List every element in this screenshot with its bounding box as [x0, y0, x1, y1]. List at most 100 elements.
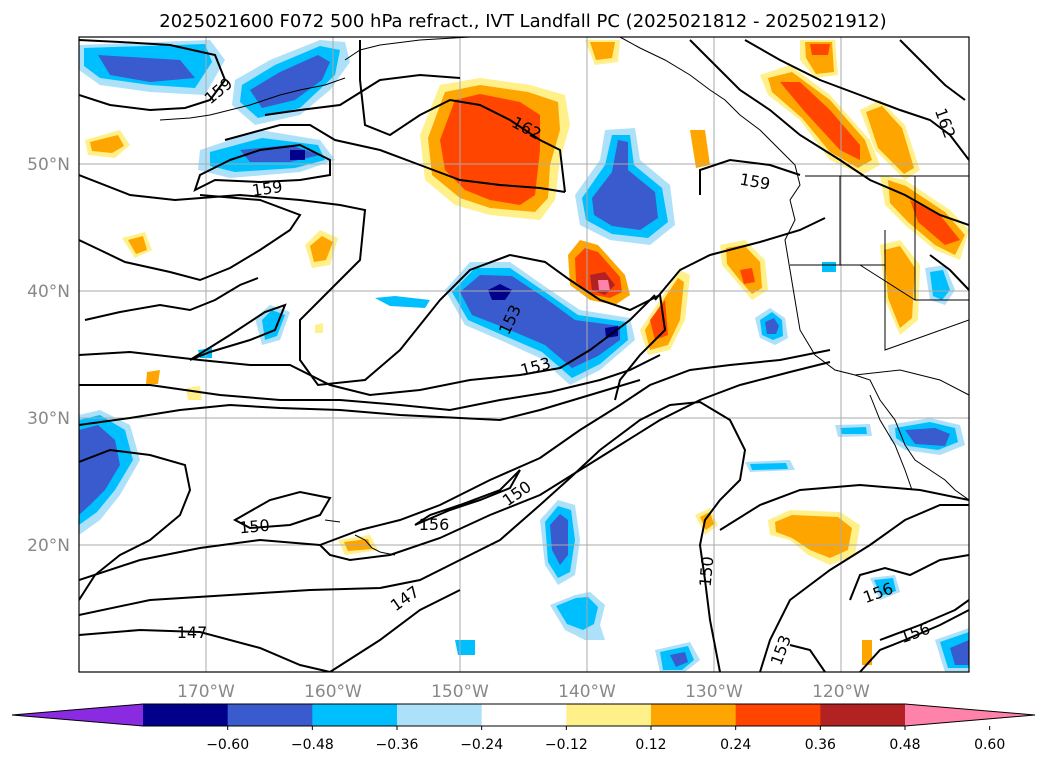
- colorbar-swatch: [227, 704, 313, 726]
- contour-line: [849, 554, 969, 601]
- contour-line: [84, 277, 259, 321]
- anomaly-patch-positive: [146, 370, 160, 384]
- anomaly-patch-positive: [700, 512, 714, 530]
- coastline-hawaii: [324, 519, 396, 556]
- anomaly-patch-positive: [775, 515, 852, 558]
- contour-line: [79, 354, 661, 412]
- lon-label: 150°W: [431, 682, 489, 702]
- border-states: [790, 176, 969, 351]
- anomaly-patch-negative: [290, 150, 305, 160]
- anomaly-patch-positive: [862, 640, 872, 665]
- anomaly-fields: [79, 40, 969, 672]
- anomaly-patch-positive: [186, 386, 202, 400]
- anomaly-patch-negative: [750, 463, 788, 470]
- contour-line: [759, 504, 969, 672]
- anomaly-patch-negative: [874, 578, 896, 596]
- colorbar-tick-label: 0.60: [974, 737, 1005, 753]
- contour-line: [719, 483, 969, 531]
- anomaly-patch-negative: [905, 428, 950, 446]
- map-area: 159 159 162 159 162 153 153 150 156 150 …: [79, 37, 969, 672]
- lon-labels: 170°W 160°W 150°W 140°W 130°W 120°W: [177, 682, 870, 702]
- lon-label: 140°W: [558, 682, 616, 702]
- anomaly-patch-positive: [598, 280, 610, 290]
- lat-label: 50°N: [27, 155, 70, 175]
- border-us-mexico: [854, 369, 969, 396]
- anomaly-patch-positive: [310, 236, 333, 262]
- contour-line: [929, 254, 969, 291]
- refractivity-contours: [79, 39, 969, 672]
- colorbar-tick-label: 0.36: [805, 737, 836, 753]
- anomaly-patch-positive: [90, 135, 124, 153]
- lat-label: 20°N: [27, 536, 70, 556]
- contour-line: [319, 349, 831, 546]
- anomaly-patch-positive: [315, 323, 323, 333]
- anomaly-patch-negative: [79, 425, 120, 515]
- contour-line: [79, 379, 641, 426]
- lon-label: 130°W: [685, 682, 743, 702]
- contour-line: [359, 40, 566, 193]
- colorbar-tick-label: 0.12: [635, 737, 666, 753]
- colorbar-swatch: [312, 704, 398, 726]
- colorbar-tick-label: 0.48: [889, 737, 920, 753]
- colorbar-swatch: [481, 704, 567, 726]
- anomaly-patch-positive: [650, 300, 668, 340]
- contour-line: [414, 469, 521, 526]
- contour-label: 147: [177, 623, 208, 642]
- anomaly-patch-positive: [740, 268, 755, 284]
- anomaly-patch-negative: [250, 55, 330, 108]
- colorbar-tick-label: −0.48: [291, 737, 334, 753]
- colorbar-tick-label: −0.12: [545, 737, 588, 753]
- map-frame: [78, 36, 970, 673]
- contour-line: [899, 39, 966, 101]
- anomaly-patch-positive: [690, 130, 710, 168]
- anomaly-patch-positive: [440, 94, 540, 205]
- contour-line: [79, 448, 192, 601]
- anomaly-patch-positive: [884, 246, 915, 328]
- anomaly-patch-positive: [866, 106, 914, 174]
- lat-label: 30°N: [27, 409, 70, 429]
- colorbar-swatch: [143, 704, 229, 726]
- contour-line: [699, 158, 801, 195]
- contour-line: [319, 361, 831, 562]
- anomaly-patch-positive: [128, 236, 147, 254]
- contour-line: [189, 303, 287, 361]
- lon-label: 120°W: [812, 682, 870, 702]
- anomaly-patch-negative: [98, 55, 195, 82]
- contour-line: [654, 217, 826, 301]
- anomaly-patch-negative: [455, 640, 475, 655]
- colorbar-tick-label: −0.36: [376, 737, 419, 753]
- anomaly-patch-negative: [605, 326, 618, 338]
- anomaly-patch-negative: [375, 296, 430, 308]
- anomaly-patch-negative: [488, 284, 512, 300]
- colorbar-extend-low: [12, 704, 143, 726]
- lon-label: 170°W: [177, 682, 235, 702]
- contour-line: [193, 143, 331, 192]
- colorbar-extend-high: [905, 704, 1035, 726]
- contour-line: [224, 124, 566, 193]
- contour-label: 159: [251, 177, 284, 200]
- colorbar-swatch: [566, 704, 652, 726]
- contour-line: [79, 39, 227, 112]
- anomaly-patch-positive: [590, 42, 615, 60]
- coastline-aleutians: [159, 77, 346, 121]
- anomaly-patch-positive: [910, 200, 960, 245]
- anomaly-patch-negative: [840, 427, 867, 434]
- anomaly-patch-negative: [592, 140, 658, 230]
- colorbar-tick-label: 0.24: [720, 737, 751, 753]
- coastlines: [159, 37, 969, 556]
- anomaly-patch-negative: [950, 640, 969, 665]
- colorbar: −0.60 −0.48 −0.36 −0.24 −0.12 0.12 0.24 0.36 0.4…: [11, 703, 1036, 753]
- anomaly-patch-negative: [550, 514, 568, 565]
- lat-label: 40°N: [27, 282, 70, 302]
- colorbar-swatch: [820, 704, 906, 726]
- contour-label: 156: [419, 515, 450, 534]
- anomaly-patch-negative: [765, 318, 779, 334]
- coastline-baja: [869, 394, 913, 491]
- contour-line: [689, 39, 969, 226]
- coastline-alaska-south: [619, 37, 969, 501]
- map-title: 2025021600 F072 500 hPa refract., IVT La…: [159, 11, 886, 32]
- anomaly-patch-negative: [822, 262, 836, 272]
- colorbar-tick-label: −0.60: [206, 737, 249, 753]
- contour-line: [232, 490, 332, 530]
